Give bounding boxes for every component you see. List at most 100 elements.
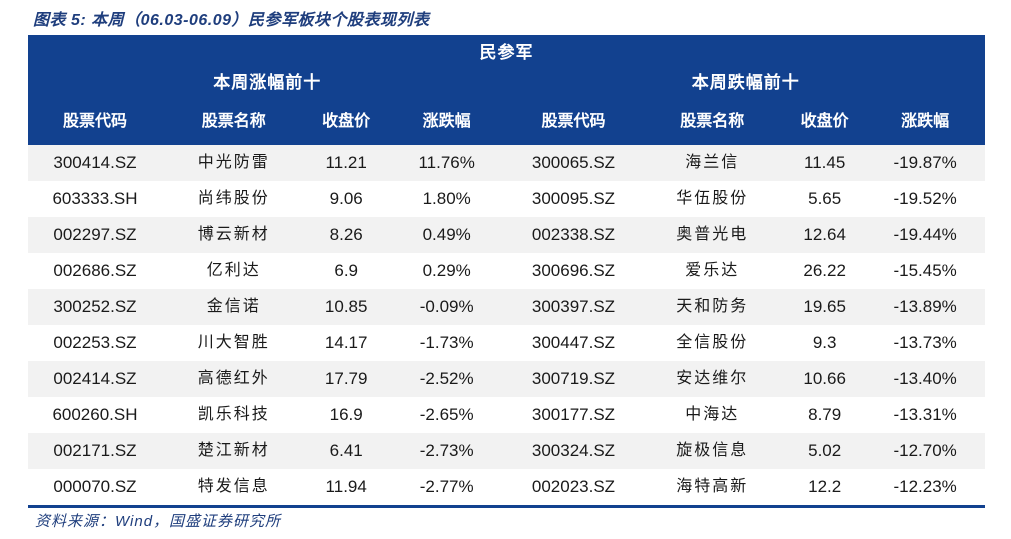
close-price-cell: 16.9 [329, 405, 363, 424]
stock-code-cell: 300696.SZ [531, 261, 616, 280]
change-pct-cell: -13.31% [893, 405, 957, 424]
close-price-cell: 12.64 [803, 225, 846, 244]
stock-code-cell: 300719.SZ [531, 369, 616, 388]
stock-name-cell: 爱乐达 [685, 262, 740, 279]
stock-code-cell: 002253.SZ [53, 333, 137, 352]
stock-name-cell: 安达维尔 [676, 370, 749, 387]
close-price-cell: 14.17 [324, 333, 368, 352]
stock-code-cell: 002297.SZ [53, 225, 137, 244]
change-pct-cell: 1.80% [422, 189, 471, 208]
stock-name-cell: 尚纬股份 [197, 190, 270, 207]
stock-name-cell: 川大智胜 [197, 334, 270, 351]
stock-name-cell: 海兰信 [685, 154, 740, 171]
change-pct-cell: -19.87% [893, 153, 957, 172]
stock-code-cell: 300324.SZ [531, 441, 616, 460]
stock-name-cell: 特发信息 [197, 478, 270, 495]
stock-name-cell: 博云新材 [197, 226, 270, 243]
change-pct-cell: -13.40% [893, 369, 957, 388]
change-pct-cell: -2.77% [419, 477, 474, 496]
source-note: 资料来源：Wind，国盛证券研究所 [35, 513, 282, 530]
table-row: 002297.SZ 博云新材 8.26 0.49% 002338.SZ 奥普光电 12.64… [28, 217, 985, 253]
close-price-cell: 26.22 [803, 261, 846, 280]
figure-caption: 图表 5: 本周（06.03-06.09）民参军板块个股表现列表 [33, 12, 430, 29]
stock-name-cell: 凯乐科技 [197, 406, 270, 423]
stock-code-cell: 300065.SZ [531, 153, 616, 172]
change-pct-cell: -12.23% [893, 477, 957, 496]
stock-name-cell: 华伍股份 [676, 190, 749, 207]
close-price-cell: 8.79 [808, 405, 842, 424]
stock-code-cell: 600260.SH [52, 405, 138, 424]
col-header-stock-code: 股票代码 [541, 113, 606, 130]
stock-code-cell: 300397.SZ [531, 297, 616, 316]
change-pct-cell: -15.45% [893, 261, 957, 280]
stock-code-cell: 002171.SZ [53, 441, 137, 460]
close-price-cell: 9.3 [812, 333, 837, 352]
change-pct-cell: -13.89% [893, 297, 957, 316]
col-header-change-pct: 涨跌幅 [422, 113, 471, 130]
close-price-cell: 11.94 [325, 477, 367, 496]
close-price-cell: 10.66 [803, 369, 846, 388]
table-row: 000070.SZ 特发信息 11.94 -2.77% 002023.SZ 海特高新 12.… [28, 469, 985, 505]
close-price-cell: 10.85 [324, 297, 368, 316]
table-row: 002171.SZ 楚江新材 6.41 -2.73% 300324.SZ 旋极信息 5.02… [28, 433, 985, 469]
stock-name-cell: 全信股份 [676, 334, 749, 351]
stock-performance-table: 民参军 本周涨幅前十 本周跌幅前十 股票代码 股票名称 收盘价 涨跌幅 股票代码… [28, 35, 985, 508]
col-header-stock-name: 股票名称 [680, 113, 745, 130]
stock-name-cell: 旋极信息 [676, 442, 749, 459]
stock-name-cell: 天和防务 [676, 298, 749, 315]
table-row: 002686.SZ 亿利达 6.9 0.29% 300696.SZ 爱乐达 26.22 -15… [28, 253, 985, 289]
stock-name-cell: 亿利达 [206, 262, 261, 279]
change-pct-cell: 0.49% [422, 225, 471, 244]
col-header-close-price: 收盘价 [322, 113, 371, 130]
stock-code-cell: 603333.SH [52, 189, 138, 208]
stock-name-cell: 中海达 [685, 406, 740, 423]
stock-code-cell: 002414.SZ [53, 369, 137, 388]
table-row: 300252.SZ 金信诺 10.85 -0.09% 300397.SZ 天和防务 19.6… [28, 289, 985, 325]
stock-name-cell: 高德红外 [197, 370, 270, 387]
col-header-close-price: 收盘价 [800, 113, 849, 130]
table-row: 600260.SH 凯乐科技 16.9 -2.65% 300177.SZ 中海达 8.79 -… [28, 397, 985, 433]
close-price-cell: 19.65 [803, 297, 846, 316]
change-pct-cell: -13.73% [893, 333, 957, 352]
close-price-cell: 6.9 [334, 261, 358, 280]
change-pct-cell: -1.73% [419, 333, 474, 352]
close-price-cell: 17.79 [324, 369, 368, 388]
stock-name-cell: 金信诺 [206, 298, 261, 315]
table-row: 002253.SZ 川大智胜 14.17 -1.73% 300447.SZ 全信股份 9.3… [28, 325, 985, 361]
change-pct-cell: 0.29% [422, 261, 471, 280]
section-titles: 本周涨幅前十 本周跌幅前十 [28, 68, 985, 102]
col-header-change-pct: 涨跌幅 [901, 113, 950, 130]
col-header-stock-name: 股票名称 [201, 113, 266, 130]
change-pct-cell: -0.09% [419, 297, 474, 316]
table-header: 民参军 本周涨幅前十 本周跌幅前十 股票代码 股票名称 收盘价 涨跌幅 股票代码… [28, 35, 985, 145]
close-price-cell: 5.65 [808, 189, 842, 208]
stock-code-cell: 002686.SZ [53, 261, 137, 280]
col-header-stock-code: 股票代码 [62, 113, 127, 130]
stock-code-cell: 300414.SZ [53, 153, 137, 172]
stock-code-cell: 300252.SZ [53, 297, 137, 316]
stock-name-cell: 奥普光电 [676, 226, 749, 243]
stock-code-cell: 000070.SZ [53, 477, 137, 496]
close-price-cell: 8.26 [329, 225, 363, 244]
change-pct-cell: 11.76% [418, 153, 475, 172]
stock-name-cell: 楚江新材 [197, 442, 270, 459]
stock-code-cell: 002338.SZ [531, 225, 616, 244]
section-title-losers: 本周跌幅前十 [691, 73, 800, 92]
table-row: 002414.SZ 高德红外 17.79 -2.52% 300719.SZ 安达维尔 10.… [28, 361, 985, 397]
stock-code-cell: 300095.SZ [531, 189, 616, 208]
table-body: 300414.SZ 中光防雷 11.21 11.76% 300065.SZ 海兰信 11.4… [28, 145, 985, 508]
change-pct-cell: -2.65% [419, 405, 474, 424]
close-price-cell: 6.41 [329, 441, 363, 460]
table-title: 民参军 [479, 43, 534, 62]
table-row: 603333.SH 尚纬股份 9.06 1.80% 300095.SZ 华伍股份 5.65 -… [28, 181, 985, 217]
table-row: 300414.SZ 中光防雷 11.21 11.76% 300065.SZ 海兰信 11.4… [28, 145, 985, 181]
close-price-cell: 5.02 [808, 441, 842, 460]
close-price-cell: 12.2 [808, 477, 842, 496]
stock-name-cell: 海特高新 [676, 478, 749, 495]
section-title-gainers: 本周涨幅前十 [213, 73, 322, 92]
change-pct-cell: -2.52% [419, 369, 474, 388]
change-pct-cell: -19.52% [893, 189, 957, 208]
close-price-cell: 11.45 [804, 153, 846, 172]
stock-code-cell: 300177.SZ [531, 405, 616, 424]
stock-code-cell: 002023.SZ [531, 477, 616, 496]
